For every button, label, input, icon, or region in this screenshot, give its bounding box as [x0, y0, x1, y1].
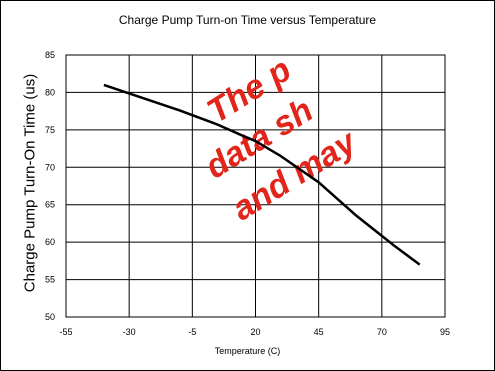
y-tick-label: 80 — [45, 87, 55, 97]
chart-title: Charge Pump Turn-on Time versus Temperat… — [118, 13, 377, 27]
x-axis-label: Temperature (C) — [214, 346, 281, 356]
y-tick-label: 75 — [45, 125, 55, 135]
x-tick-label: -55 — [59, 327, 72, 337]
y-tick-label: 60 — [45, 237, 55, 247]
x-tick-label: 95 — [440, 327, 450, 337]
y-tick-label: 65 — [45, 200, 55, 210]
series-line — [103, 83, 421, 266]
x-tick-label: 45 — [314, 327, 324, 337]
x-tick-label: -5 — [188, 327, 196, 337]
x-tick-label: 20 — [250, 327, 260, 337]
x-tick-label: -30 — [123, 327, 136, 337]
y-axis-label: Charge Pump Turn-On Time (us) — [21, 73, 39, 293]
y-tick-label: 70 — [45, 162, 55, 172]
y-tick-label: 55 — [45, 275, 55, 285]
y-tick-label: 50 — [45, 312, 55, 322]
grid — [65, 54, 446, 318]
x-axis-ticks: -55 -30 -5 20 45 70 95 — [59, 327, 450, 337]
y-tick-label: 85 — [45, 50, 55, 60]
y-axis-ticks: 50 55 60 65 70 75 80 85 — [45, 50, 55, 322]
series-layer — [103, 83, 421, 266]
x-tick-label: 70 — [377, 327, 387, 337]
